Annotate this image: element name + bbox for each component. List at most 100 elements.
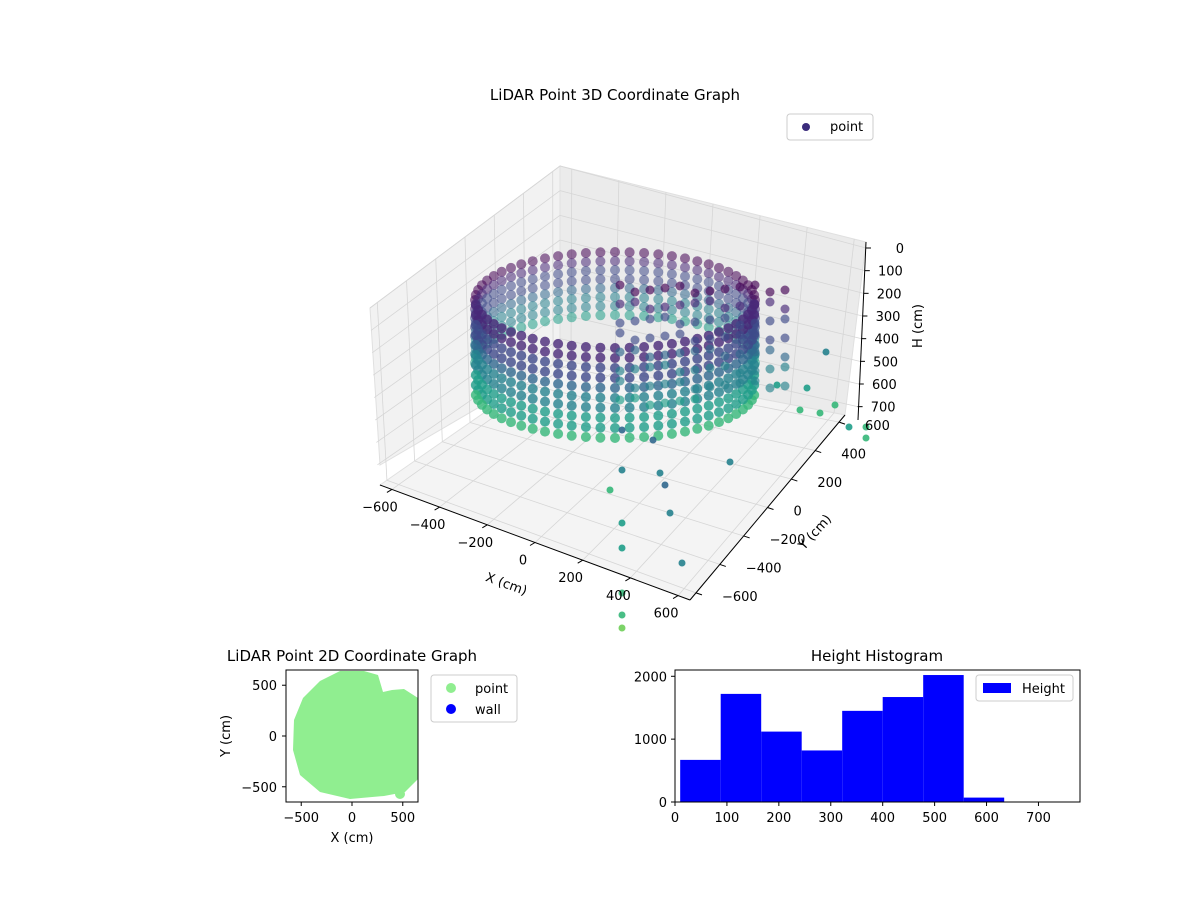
point — [661, 481, 669, 489]
point — [506, 387, 516, 398]
point — [765, 287, 775, 297]
point — [595, 292, 606, 303]
point — [731, 399, 742, 409]
point — [527, 274, 538, 285]
point — [580, 402, 591, 412]
point — [680, 289, 690, 300]
y-tick-mark — [815, 450, 822, 454]
point — [666, 418, 677, 429]
point — [540, 253, 550, 264]
grid-line — [435, 258, 443, 442]
point — [692, 256, 703, 267]
point — [720, 332, 730, 342]
point — [780, 333, 790, 343]
point — [624, 265, 635, 276]
point — [506, 347, 516, 358]
x-tick-label: −200 — [457, 536, 493, 551]
point — [566, 400, 577, 411]
point — [703, 390, 714, 401]
point — [527, 393, 538, 404]
y-ticks-hist: 0 1000 2000 — [634, 670, 675, 811]
point — [773, 381, 781, 389]
point — [714, 387, 724, 398]
point — [675, 319, 685, 329]
point — [765, 364, 775, 374]
point — [714, 367, 724, 378]
y-tick-label-hist: 1000 — [634, 733, 667, 748]
x-tick-label-hist: 500 — [922, 811, 947, 826]
point — [527, 265, 538, 276]
point-cluster-2d — [395, 789, 405, 799]
point — [765, 316, 775, 326]
y-tick-label-2d: −500 — [241, 781, 277, 796]
y-ticks-3d: −600 −400 −200 0 200 400 600 — [695, 419, 890, 605]
point — [580, 302, 591, 312]
point — [750, 318, 760, 328]
axes-frame-hist — [674, 669, 1081, 803]
point — [470, 360, 481, 370]
point — [540, 307, 550, 318]
point — [618, 624, 626, 632]
point — [566, 276, 577, 287]
point — [496, 403, 507, 414]
point — [506, 377, 516, 388]
chart-title-2d: LiDAR Point 2D Coordinate Graph — [227, 647, 477, 665]
point — [496, 323, 507, 334]
x-tick-label: −600 — [362, 500, 398, 515]
point — [516, 313, 527, 324]
point — [780, 381, 790, 391]
point — [666, 296, 677, 307]
point — [653, 267, 664, 278]
point — [618, 466, 626, 474]
point — [765, 345, 775, 355]
point — [566, 430, 577, 441]
point — [540, 356, 550, 367]
point — [615, 299, 625, 309]
point — [666, 368, 677, 379]
point — [606, 486, 614, 494]
point — [540, 416, 550, 427]
point — [615, 280, 625, 290]
point — [615, 376, 625, 386]
point — [666, 408, 677, 419]
point — [705, 296, 715, 306]
point — [645, 333, 655, 343]
x-tick-label-hist: 600 — [974, 811, 999, 826]
point — [680, 253, 690, 264]
point — [610, 433, 620, 443]
x-ticks-3d: −600 −400 −200 0 200 400 600 — [362, 488, 678, 622]
point — [645, 314, 655, 324]
point — [750, 280, 760, 290]
point — [653, 360, 664, 371]
plot-2d: LiDAR Point 2D Coordinate Graph −500 0 500… — [219, 647, 518, 846]
point — [653, 420, 664, 431]
grid-line — [371, 215, 561, 354]
point — [553, 278, 564, 289]
point — [506, 307, 516, 318]
point — [624, 432, 635, 443]
point — [639, 293, 650, 303]
point — [595, 392, 606, 403]
point — [470, 300, 481, 310]
point — [675, 367, 685, 377]
point — [496, 293, 507, 304]
point — [680, 426, 690, 437]
point — [553, 378, 564, 389]
point — [615, 318, 625, 328]
point — [630, 393, 640, 403]
point — [615, 366, 625, 376]
point — [595, 382, 606, 393]
point — [639, 266, 650, 276]
point — [506, 327, 516, 338]
point — [595, 247, 606, 258]
y-tick-mark — [767, 507, 774, 510]
point — [553, 305, 564, 316]
point — [720, 361, 730, 371]
point — [540, 396, 550, 407]
point — [566, 258, 577, 269]
grid-line — [386, 479, 697, 594]
point — [692, 413, 703, 424]
legend-2d: point wall — [430, 674, 518, 723]
point — [553, 358, 564, 369]
point — [639, 392, 650, 402]
